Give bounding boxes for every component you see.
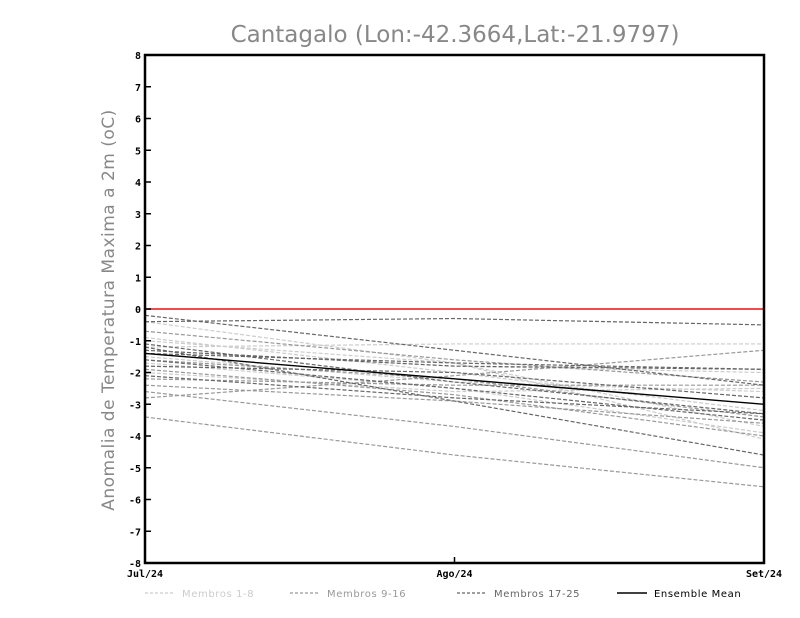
series-line-membro-24 — [144, 375, 765, 415]
y-tick-label: 8 — [135, 51, 141, 62]
legend-label: Membros 17-25 — [494, 589, 580, 600]
series-line-membro-21 — [144, 346, 765, 456]
legend: Membros 1-8 Membros 9-16 Membros 17-25 Ense… — [145, 589, 741, 600]
y-tick-label: 3 — [135, 210, 141, 221]
legend-label: Membros 1-8 — [182, 589, 254, 600]
series-line-membro-18 — [144, 349, 765, 370]
x-axis-ticks: Jul/24 Ago/24 Set/24 — [127, 557, 782, 580]
y-tick-label: 0 — [135, 305, 141, 316]
series-line-membro-16 — [144, 378, 764, 386]
legend-label: Ensemble Mean — [654, 589, 741, 600]
series-line-membro-10 — [144, 390, 765, 469]
series-line-membro-9 — [144, 416, 765, 488]
y-tick-label: 4 — [135, 178, 141, 189]
y-tick-label: -4 — [129, 432, 141, 443]
y-tick-label: -7 — [129, 527, 141, 538]
series-line-membro-1 — [144, 340, 765, 428]
series-layer — [144, 314, 765, 488]
x-tick-label: Set/24 — [746, 569, 782, 580]
series-line-membro-15 — [144, 359, 765, 418]
y-tick-label: -5 — [129, 464, 141, 475]
y-tick-label: -2 — [129, 369, 141, 380]
y-tick-label: 6 — [135, 115, 141, 126]
series-line-membro-5 — [144, 362, 765, 434]
series-line-membro-13 — [144, 330, 765, 383]
y-tick-label: -1 — [129, 337, 141, 348]
series-line-membro-22 — [144, 365, 765, 399]
y-tick-label: -6 — [129, 496, 141, 507]
series-line-ensemble-mean — [144, 352, 765, 405]
x-tick-label: Jul/24 — [127, 569, 163, 580]
series-line-membro-17 — [144, 317, 765, 326]
y-axis-ticks: 8 7 6 5 4 3 2 1 0 -1 -2 -3 -4 -5 -6 -7 -8 — [129, 51, 151, 570]
x-tick-label: Ago/24 — [436, 569, 472, 580]
legend-label: Membros 9-16 — [327, 589, 406, 600]
series-line-membro-23 — [144, 352, 765, 370]
y-tick-label: -3 — [129, 400, 141, 411]
chart-title: Cantagalo (Lon:-42.3664,Lat:-21.9797) — [231, 22, 680, 48]
y-tick-label: -8 — [129, 559, 141, 570]
y-tick-label: 5 — [135, 146, 141, 157]
series-line-membro-14 — [144, 368, 765, 437]
series-line-membro-8 — [144, 336, 765, 412]
y-tick-label: 1 — [135, 273, 141, 284]
y-axis-label: Anomalia de Temperatura Maxima a 2m (oC) — [99, 109, 119, 511]
y-tick-label: 7 — [135, 83, 141, 94]
series-line-membro-20 — [144, 314, 765, 386]
series-line-membro-2 — [144, 343, 764, 348]
series-line-membro-25 — [144, 359, 765, 421]
y-tick-label: 2 — [135, 242, 141, 253]
